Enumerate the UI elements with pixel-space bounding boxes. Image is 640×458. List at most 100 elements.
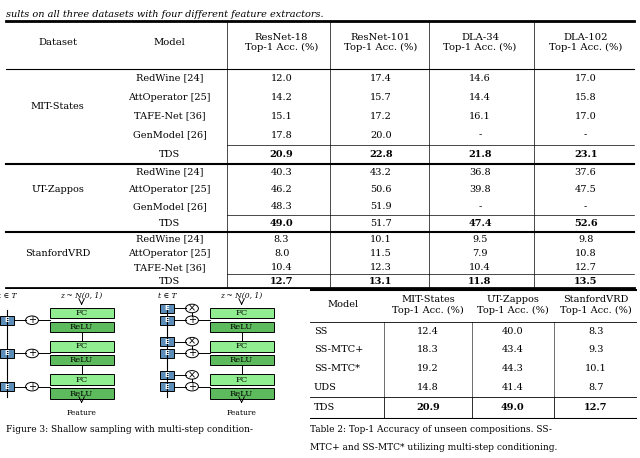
Text: 23.1: 23.1 bbox=[574, 149, 597, 158]
Text: FC: FC bbox=[76, 343, 88, 350]
Text: t ∈ T: t ∈ T bbox=[0, 292, 17, 300]
Text: UT-Zappos
Top-1 Acc. (%): UT-Zappos Top-1 Acc. (%) bbox=[477, 295, 548, 315]
Text: ReLU: ReLU bbox=[230, 323, 253, 331]
Text: 21.8: 21.8 bbox=[468, 149, 492, 158]
Text: E: E bbox=[164, 372, 170, 378]
Text: E: E bbox=[164, 384, 170, 390]
Text: Table 2: Top-1 Accuracy of unseen compositions. SS-: Table 2: Top-1 Accuracy of unseen compos… bbox=[310, 425, 552, 434]
Text: 12.7: 12.7 bbox=[270, 277, 293, 286]
FancyBboxPatch shape bbox=[50, 388, 114, 398]
Text: 17.0: 17.0 bbox=[575, 112, 596, 120]
Text: Feature: Feature bbox=[227, 409, 257, 417]
Text: E: E bbox=[4, 350, 10, 356]
Text: 40.3: 40.3 bbox=[271, 168, 292, 177]
Circle shape bbox=[26, 316, 38, 325]
Text: UDS: UDS bbox=[314, 383, 337, 392]
Text: -: - bbox=[584, 202, 588, 211]
Text: 52.6: 52.6 bbox=[574, 219, 597, 228]
Text: FC: FC bbox=[76, 376, 88, 384]
Text: 9.3: 9.3 bbox=[588, 345, 604, 354]
Text: 17.8: 17.8 bbox=[271, 131, 292, 140]
Text: 46.2: 46.2 bbox=[271, 185, 292, 194]
Text: 12.0: 12.0 bbox=[271, 74, 292, 83]
Text: FC: FC bbox=[236, 376, 248, 384]
Text: 50.6: 50.6 bbox=[370, 185, 392, 194]
Text: 43.4: 43.4 bbox=[502, 345, 524, 354]
Text: FC: FC bbox=[76, 309, 88, 317]
FancyBboxPatch shape bbox=[50, 308, 114, 318]
Text: 47.4: 47.4 bbox=[468, 219, 492, 228]
Text: +: + bbox=[188, 315, 196, 325]
Text: 12.4: 12.4 bbox=[417, 327, 439, 336]
Text: Dataset: Dataset bbox=[38, 38, 77, 47]
Text: TAFE-Net [36]: TAFE-Net [36] bbox=[134, 112, 205, 120]
Text: 17.2: 17.2 bbox=[370, 112, 392, 120]
Text: AttOperator [25]: AttOperator [25] bbox=[129, 185, 211, 194]
Text: 40.0: 40.0 bbox=[502, 327, 524, 336]
Text: 12.7: 12.7 bbox=[575, 263, 596, 272]
Circle shape bbox=[186, 304, 198, 313]
Text: E: E bbox=[4, 384, 10, 390]
Text: SS: SS bbox=[314, 327, 327, 336]
Text: 8.7: 8.7 bbox=[588, 383, 604, 392]
Text: TDS: TDS bbox=[314, 403, 335, 413]
Circle shape bbox=[186, 316, 198, 325]
Text: E: E bbox=[4, 317, 10, 323]
Text: 8.0: 8.0 bbox=[274, 249, 289, 258]
Text: RedWine [24]: RedWine [24] bbox=[136, 235, 204, 244]
FancyBboxPatch shape bbox=[210, 388, 274, 398]
Text: TDS: TDS bbox=[159, 277, 180, 286]
Text: ×: × bbox=[188, 304, 196, 313]
Text: 10.1: 10.1 bbox=[370, 235, 392, 244]
Text: 10.4: 10.4 bbox=[271, 263, 292, 272]
Text: 15.1: 15.1 bbox=[271, 112, 292, 120]
Text: +: + bbox=[188, 349, 196, 359]
FancyBboxPatch shape bbox=[50, 375, 114, 385]
Text: 14.8: 14.8 bbox=[417, 383, 439, 392]
Text: 12.7: 12.7 bbox=[584, 403, 608, 413]
FancyBboxPatch shape bbox=[0, 382, 14, 391]
Text: GenModel [26]: GenModel [26] bbox=[132, 202, 207, 211]
Text: 14.4: 14.4 bbox=[469, 93, 491, 102]
FancyBboxPatch shape bbox=[210, 355, 274, 365]
Text: 39.8: 39.8 bbox=[469, 185, 491, 194]
Text: 14.6: 14.6 bbox=[469, 74, 491, 83]
Text: 47.5: 47.5 bbox=[575, 185, 596, 194]
FancyBboxPatch shape bbox=[0, 316, 14, 325]
Text: SS-MTC+: SS-MTC+ bbox=[314, 345, 363, 354]
FancyBboxPatch shape bbox=[210, 308, 274, 318]
Text: 11.8: 11.8 bbox=[468, 277, 492, 286]
Text: Feature: Feature bbox=[67, 409, 97, 417]
Text: ReLU: ReLU bbox=[70, 323, 93, 331]
Text: 13.1: 13.1 bbox=[369, 277, 392, 286]
Text: 43.2: 43.2 bbox=[370, 168, 392, 177]
Text: 17.0: 17.0 bbox=[575, 74, 596, 83]
FancyBboxPatch shape bbox=[160, 382, 174, 391]
Text: 14.2: 14.2 bbox=[271, 93, 292, 102]
Text: DLA-34
Top-1 Acc. (%): DLA-34 Top-1 Acc. (%) bbox=[444, 33, 516, 52]
Text: 51.7: 51.7 bbox=[370, 219, 392, 228]
Text: 7.9: 7.9 bbox=[472, 249, 488, 258]
Text: 36.8: 36.8 bbox=[469, 168, 491, 177]
Text: +: + bbox=[188, 382, 196, 392]
Text: 10.4: 10.4 bbox=[469, 263, 491, 272]
Text: 8.3: 8.3 bbox=[588, 327, 604, 336]
Text: 16.1: 16.1 bbox=[469, 112, 491, 120]
Text: MIT-States: MIT-States bbox=[31, 102, 84, 111]
Text: 17.4: 17.4 bbox=[370, 74, 392, 83]
FancyBboxPatch shape bbox=[160, 349, 174, 358]
Text: 15.7: 15.7 bbox=[370, 93, 392, 102]
Text: 48.3: 48.3 bbox=[271, 202, 292, 211]
Text: DLA-102
Top-1 Acc. (%): DLA-102 Top-1 Acc. (%) bbox=[549, 33, 622, 52]
Text: E: E bbox=[164, 350, 170, 356]
Text: 22.8: 22.8 bbox=[369, 149, 392, 158]
Text: 13.5: 13.5 bbox=[574, 277, 597, 286]
Text: 41.4: 41.4 bbox=[502, 383, 524, 392]
Text: ResNet-101
Top-1 Acc. (%): ResNet-101 Top-1 Acc. (%) bbox=[344, 33, 417, 52]
Text: Model: Model bbox=[328, 300, 358, 309]
FancyBboxPatch shape bbox=[160, 338, 174, 346]
Text: Model: Model bbox=[154, 38, 186, 47]
Text: 11.5: 11.5 bbox=[370, 249, 392, 258]
Text: UT-Zappos: UT-Zappos bbox=[31, 185, 84, 194]
Text: 44.3: 44.3 bbox=[502, 364, 524, 373]
